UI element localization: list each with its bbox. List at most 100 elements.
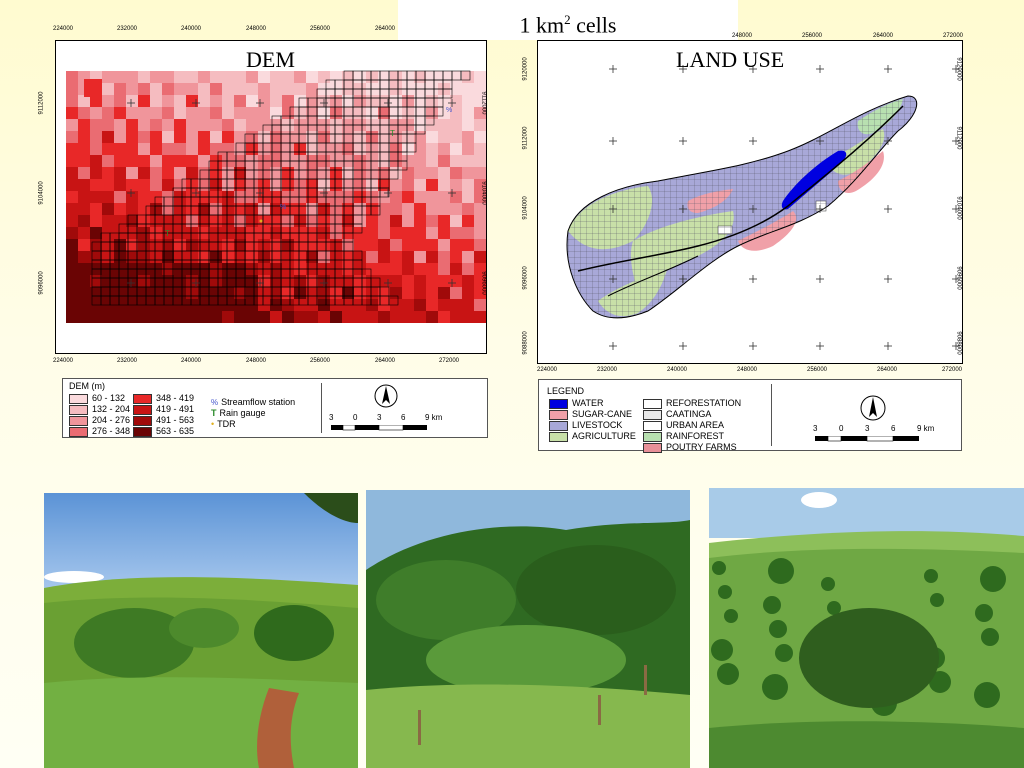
dem-cell bbox=[186, 143, 198, 155]
land-use-legend-col-2: REFORESTATION CAATINGA URBAN AREA RAINFO… bbox=[643, 398, 741, 453]
tick-label: 224000 bbox=[53, 358, 74, 364]
dem-cell bbox=[402, 251, 414, 263]
dem-cell bbox=[210, 179, 222, 191]
dem-cell bbox=[174, 215, 186, 227]
dem-cell bbox=[366, 263, 378, 275]
dem-cell bbox=[258, 131, 270, 143]
legend-label: WATER bbox=[572, 398, 604, 408]
dem-cell bbox=[390, 263, 402, 275]
dem-cell bbox=[174, 131, 186, 143]
dem-cell bbox=[78, 215, 90, 227]
dem-cell bbox=[258, 71, 270, 83]
dem-cell bbox=[90, 155, 102, 167]
dem-cell bbox=[150, 155, 162, 167]
land-use-legend: LEGEND WATER SUGAR-CANE LIVESTOCK AGRICU… bbox=[538, 379, 962, 453]
dem-cell bbox=[462, 263, 474, 275]
dem-cell bbox=[462, 299, 474, 311]
scale-bar bbox=[815, 436, 919, 442]
dem-cell bbox=[138, 191, 150, 203]
dem-cell bbox=[210, 131, 222, 143]
dem-cell bbox=[150, 95, 162, 107]
dem-cell bbox=[378, 263, 390, 275]
dem-cell bbox=[426, 287, 438, 299]
dem-cell bbox=[126, 95, 138, 107]
dem-cell bbox=[102, 131, 114, 143]
dem-cell bbox=[294, 215, 306, 227]
dem-cell bbox=[462, 287, 474, 299]
dem-cell bbox=[78, 155, 90, 167]
legend-entry: REFORESTATION bbox=[643, 398, 741, 409]
dem-cell bbox=[354, 71, 366, 83]
dem-cell bbox=[246, 239, 258, 251]
dem-cell bbox=[78, 179, 90, 191]
legend-swatch bbox=[643, 398, 662, 409]
dem-cell bbox=[282, 275, 294, 287]
dem-cell bbox=[366, 251, 378, 263]
dem-cell bbox=[390, 167, 402, 179]
dem-cell bbox=[402, 95, 414, 107]
dem-cell bbox=[114, 143, 126, 155]
scale-label: 6 bbox=[401, 413, 406, 422]
dem-cell bbox=[294, 71, 306, 83]
dem-cell bbox=[294, 179, 306, 191]
tick-label: 9104000 bbox=[480, 181, 487, 205]
dem-cell bbox=[210, 71, 222, 83]
dem-cell bbox=[402, 107, 414, 119]
dem-cell bbox=[222, 143, 234, 155]
dem-cell bbox=[474, 311, 486, 323]
dem-cell bbox=[90, 227, 102, 239]
dem-cell bbox=[318, 287, 330, 299]
dem-cell bbox=[138, 155, 150, 167]
dem-cell bbox=[378, 275, 390, 287]
dem-cell bbox=[402, 131, 414, 143]
dem-cell bbox=[474, 251, 486, 263]
title-suffix: cells bbox=[570, 12, 617, 38]
dem-cell bbox=[426, 275, 438, 287]
dem-cell bbox=[414, 191, 426, 203]
dem-cell bbox=[78, 95, 90, 107]
streamflow-marker: % bbox=[446, 107, 452, 114]
legend-label: 491 - 563 bbox=[156, 415, 195, 425]
dem-cell bbox=[102, 119, 114, 131]
dem-cell bbox=[450, 155, 462, 167]
legend-entry: 60 - 132 bbox=[69, 393, 130, 404]
dem-cell bbox=[366, 275, 378, 287]
dem-cell bbox=[438, 179, 450, 191]
dem-cell bbox=[210, 311, 222, 323]
dem-cell bbox=[150, 179, 162, 191]
dem-cell bbox=[114, 215, 126, 227]
dem-cell bbox=[162, 311, 174, 323]
tick-label: 9096000 bbox=[522, 266, 529, 290]
dem-cell bbox=[294, 131, 306, 143]
dem-cell bbox=[138, 119, 150, 131]
dem-cell bbox=[474, 71, 486, 83]
dem-cell bbox=[126, 191, 138, 203]
dem-cell bbox=[246, 215, 258, 227]
dem-cell bbox=[438, 215, 450, 227]
dem-cell bbox=[246, 287, 258, 299]
dem-cell bbox=[258, 143, 270, 155]
land-use-x-ticks-bottom: 224000 232000 240000 248000 256000 26400… bbox=[537, 367, 962, 377]
dem-cell bbox=[66, 95, 78, 107]
dem-cell bbox=[474, 299, 486, 311]
dem-cell bbox=[294, 95, 306, 107]
dem-cell bbox=[78, 311, 90, 323]
dem-cell bbox=[330, 179, 342, 191]
dem-cell bbox=[426, 179, 438, 191]
dem-cell bbox=[90, 119, 102, 131]
dem-cell bbox=[426, 311, 438, 323]
dem-cell bbox=[174, 179, 186, 191]
dem-cell bbox=[354, 275, 366, 287]
dem-cell bbox=[414, 251, 426, 263]
legend-label: LIVESTOCK bbox=[572, 420, 623, 430]
tick-label: 232000 bbox=[597, 367, 618, 373]
dem-cell bbox=[282, 83, 294, 95]
dem-cell bbox=[126, 131, 138, 143]
tick-label: 9112000 bbox=[522, 126, 529, 150]
palm-tree bbox=[974, 682, 1000, 708]
dem-cell bbox=[450, 143, 462, 155]
dem-cell bbox=[186, 119, 198, 131]
rain-gauge-marker: T bbox=[165, 229, 170, 238]
dem-cell bbox=[438, 299, 450, 311]
dem-cell bbox=[150, 203, 162, 215]
